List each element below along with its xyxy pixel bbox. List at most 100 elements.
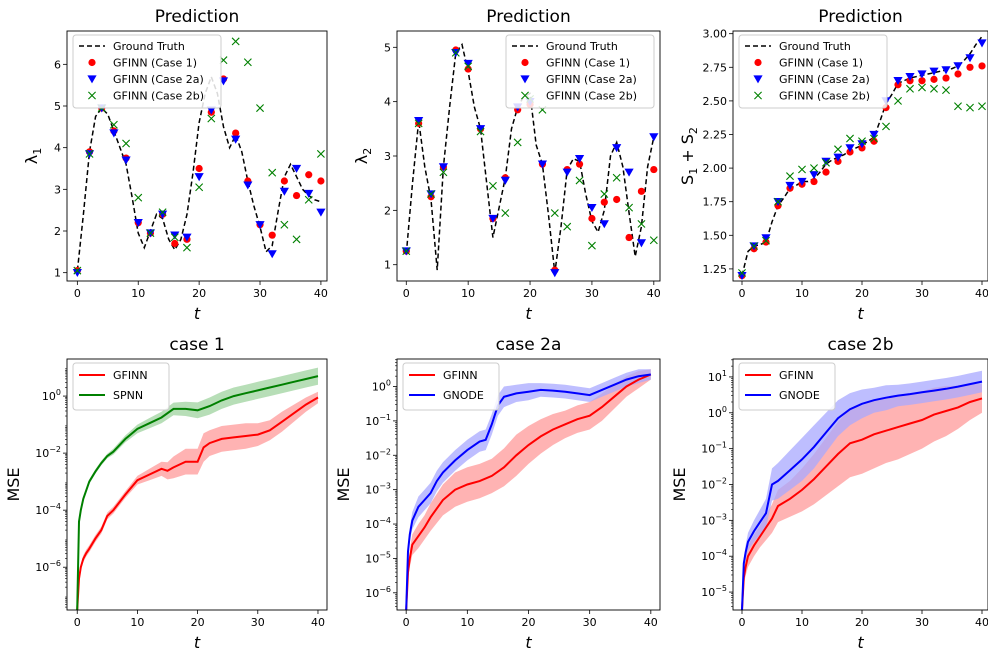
data-point	[613, 195, 621, 204]
y-tick-label: 3	[384, 150, 391, 163]
data-point	[857, 140, 867, 149]
panel-p5: 0 10 20 30 40 100 10−1 10−2 10−3 10−4 10−5 10−6 case…	[334, 335, 661, 652]
x-tick-label: 0	[403, 287, 410, 300]
data-point	[267, 250, 277, 259]
data-point	[279, 187, 289, 196]
chart-title: case 1	[169, 335, 224, 355]
x-axis-label: t	[857, 633, 864, 652]
legend-label: GFINN	[779, 369, 814, 382]
y-tick-label: 10−3	[701, 512, 727, 527]
y-tick-label: 10−1	[365, 413, 391, 428]
legend-label: GFINN (Case 1)	[779, 57, 863, 70]
data-point	[414, 119, 423, 128]
x-axis-label: t	[525, 633, 532, 652]
data-point	[798, 165, 806, 174]
x-tick-label: 30	[583, 616, 597, 629]
data-point	[822, 168, 830, 176]
legend: GFINN GNODE	[402, 362, 500, 411]
data-point	[194, 173, 204, 182]
legend-marker-key	[88, 58, 96, 67]
y-axis-label: λ1	[22, 148, 44, 164]
series-line	[741, 380, 983, 610]
data-point	[85, 149, 94, 158]
data-point	[894, 96, 902, 105]
x-tick-label: 0	[739, 616, 746, 629]
legend: Ground Truth GFINN (Case 1) GFINN (Case 2a…	[72, 34, 222, 109]
data-point	[649, 133, 659, 142]
data-point	[612, 144, 622, 153]
legend-label: GFINN	[113, 369, 148, 382]
y-tick-label: 10−6	[35, 559, 61, 574]
y-tick-label: 2.25	[703, 128, 728, 141]
data-point	[109, 120, 118, 129]
x-tick-label: 40	[644, 616, 658, 629]
data-point	[737, 271, 747, 280]
data-point	[833, 153, 843, 162]
uncertainty-band	[742, 370, 982, 610]
data-point	[464, 65, 472, 73]
plot-area	[401, 42, 659, 278]
x-axis-label: t	[525, 304, 532, 323]
data-point	[439, 168, 448, 177]
y-tick-label: 10−2	[701, 477, 727, 492]
x-tick-label: 40	[311, 616, 325, 629]
legend-label: SPNN	[113, 389, 143, 402]
y-tick-label: 2.50	[703, 95, 728, 108]
legend-marker-key	[87, 75, 97, 84]
data-point	[414, 116, 424, 126]
x-tick-label: 0	[74, 616, 81, 629]
data-point	[438, 163, 449, 172]
data-point	[316, 149, 325, 158]
legend-label: Ground Truth	[779, 40, 851, 53]
legend-box	[738, 34, 888, 109]
y-tick-label: 10−4	[701, 548, 727, 563]
x-tick-label: 30	[915, 287, 929, 300]
legend-box	[72, 34, 222, 109]
legend-label: GFINN (Case 2b)	[779, 90, 870, 103]
x-tick-label: 40	[647, 287, 661, 300]
data-point	[600, 190, 609, 199]
data-point	[965, 54, 975, 63]
data-point	[941, 66, 951, 75]
y-axis-label: MSE	[334, 467, 353, 501]
series-line	[76, 375, 319, 610]
data-point	[562, 168, 572, 177]
data-point	[232, 129, 240, 137]
axes-frame	[66, 30, 328, 282]
y-axis-label: λ2	[352, 148, 374, 164]
data-point	[917, 70, 927, 79]
data-point	[563, 222, 572, 231]
uncertainty-band	[406, 369, 651, 610]
data-point	[625, 203, 634, 212]
data-point	[427, 190, 436, 199]
data-point	[650, 165, 658, 174]
legend: GFINN SPNN	[72, 362, 170, 411]
data-point	[122, 139, 131, 148]
series-line	[741, 397, 983, 610]
data-point	[402, 247, 411, 256]
plot-area	[76, 367, 319, 610]
data-point	[182, 233, 192, 242]
data-point	[305, 171, 313, 179]
x-axis-label: t	[194, 304, 201, 323]
legend-label: GFINN (Case 1)	[546, 57, 630, 70]
data-point	[870, 134, 878, 143]
data-point	[905, 73, 915, 82]
y-axis-label: MSE	[670, 467, 689, 501]
x-tick-label: 40	[975, 287, 988, 300]
x-tick-label: 20	[191, 616, 205, 629]
data-point	[587, 241, 596, 250]
data-point	[918, 83, 926, 92]
data-point	[636, 239, 647, 248]
data-point	[575, 176, 584, 185]
x-tick-label: 10	[795, 287, 809, 300]
data-point	[476, 127, 485, 136]
y-tick-label: 100	[42, 388, 61, 403]
data-point	[550, 269, 560, 278]
data-point	[600, 198, 608, 206]
data-point	[774, 197, 782, 206]
data-point	[231, 135, 241, 144]
data-point	[966, 103, 974, 112]
data-point	[954, 102, 962, 111]
data-point	[170, 231, 180, 240]
